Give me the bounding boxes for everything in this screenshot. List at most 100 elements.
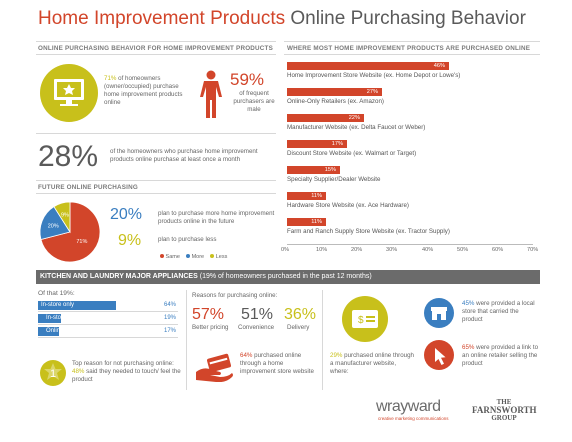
stat1: 71% of homeowners (owner/occupied) purch… xyxy=(104,75,192,107)
farnsworth-line2: FARNSWORTH xyxy=(472,405,537,415)
local-pct: 45% xyxy=(462,300,475,307)
bar-category-label: Online only xyxy=(46,328,77,334)
where-bar-chart: Home Improvement Store Website (ex. Home… xyxy=(281,58,539,268)
divider xyxy=(284,54,540,55)
row-rule xyxy=(38,324,178,325)
top-reason-text: said they needed to touch/ feel the prod… xyxy=(72,368,181,383)
pie-slice-label: 20% xyxy=(48,223,59,229)
wrayward-tagline: creative marketing communications xyxy=(378,416,449,421)
page-title: Home Improvement Products Online Purchas… xyxy=(38,8,526,30)
reason-3-pct: 36% xyxy=(284,306,317,323)
bar-category-label: Farm and Ranch Supply Store Website (ex.… xyxy=(287,228,450,235)
bar xyxy=(38,314,61,323)
reason-2-pct: 51% xyxy=(241,306,274,323)
row-rule xyxy=(38,311,178,312)
bar-value-label: 17% xyxy=(331,141,343,147)
bar-category-label: Online-Only Retailers (ex. Amazon) xyxy=(287,98,384,105)
stat1-pct: 71% xyxy=(104,75,117,82)
reason-2-label: Convenience xyxy=(238,324,275,331)
stat1-text: of homeowners (owner/occupied) purchase … xyxy=(104,75,183,106)
future-more-text: plan to purchase more home improvement p… xyxy=(158,210,275,225)
bar: 17% xyxy=(287,140,347,148)
title-part1: Home Improvement Products xyxy=(38,8,286,29)
of-that-label: Of that 19%: xyxy=(38,290,75,298)
divider xyxy=(322,290,323,390)
dollar-card-icon: $ xyxy=(342,296,388,342)
top-reason-pct: 48% xyxy=(72,368,85,375)
local-text: were provided a local store that carried… xyxy=(462,300,535,323)
local-store-icon xyxy=(424,298,454,328)
x-tick-label: 0% xyxy=(281,247,290,253)
mfr-text: purchased online through a manufacturer … xyxy=(330,352,414,375)
link-text: were provided a link to an online retail… xyxy=(462,344,539,367)
kitchen-band: KITCHEN AND LAUNDRY MAJOR APPLIANCES (19… xyxy=(36,270,540,284)
bar-value-label: 27% xyxy=(366,89,378,95)
bar-value-label: 46% xyxy=(433,63,445,69)
bar-value-label: 15% xyxy=(324,167,336,173)
wrayward-logo-text: wrayward xyxy=(376,398,441,415)
pie-slice-less xyxy=(53,201,71,234)
top-reason-label: Top reason for not purchasing online: xyxy=(72,360,174,367)
where-heading: WHERE MOST HOME IMPROVEMENT PRODUCTS ARE… xyxy=(287,45,531,52)
link-pct: 65% xyxy=(462,344,475,351)
store-stat: 64% purchased online through a home impr… xyxy=(240,352,318,376)
pie-legend-row: Same More Less xyxy=(160,254,270,262)
row-rule xyxy=(38,337,178,338)
bar-category-label: Specialty Supplier/Dealer Website xyxy=(287,176,381,183)
number-one-badge-icon: 1 xyxy=(40,360,66,386)
x-tick-label: 70% xyxy=(527,247,539,253)
svg-text:1: 1 xyxy=(50,368,56,380)
bar: 11% xyxy=(287,192,326,200)
local-stat: 45% were provided a local store that car… xyxy=(462,300,540,324)
bar-category-label: Hardware Store Website (ex. Ace Hardware… xyxy=(287,202,409,209)
divider xyxy=(36,180,276,181)
farnsworth-logo: THE FARNSWORTH GROUP xyxy=(472,398,537,422)
stat3-text: of the homeowners who purchase home impr… xyxy=(110,148,258,163)
x-tick-label: 40% xyxy=(422,247,434,253)
kitchen-band-light: (19% of homeowners purchased in the past… xyxy=(199,273,372,280)
future-heading: FUTURE ONLINE PURCHASING xyxy=(38,184,138,191)
hand-card-icon xyxy=(194,352,234,383)
svg-text:$: $ xyxy=(358,315,364,326)
bar: 27% xyxy=(287,88,382,96)
kitchen-band-bold: KITCHEN AND LAUNDRY MAJOR APPLIANCES xyxy=(40,273,198,280)
bar-value-label: 17% xyxy=(163,328,176,334)
x-tick-label: 30% xyxy=(386,247,398,253)
bar: 22% xyxy=(287,114,364,122)
pie-slice-more xyxy=(39,206,71,240)
bar-category-label: In-store and online xyxy=(46,315,96,321)
bar-category-label: Discount Store Website (ex. Walmart or T… xyxy=(287,150,417,157)
bar-category-label: Home Improvement Store Website (ex. Home… xyxy=(287,72,461,79)
stat3-pct: 28% xyxy=(38,140,99,173)
male-person-icon xyxy=(196,70,226,120)
bar: 15% xyxy=(287,166,340,174)
x-tick-label: 10% xyxy=(316,247,328,253)
bar-value-label: 11% xyxy=(311,193,322,199)
stat2-text: of frequent purchasers are male xyxy=(233,90,275,113)
reason-1-label: Better pricing xyxy=(192,324,229,331)
x-axis xyxy=(287,244,533,245)
store-text: purchased online through a home improvem… xyxy=(240,352,314,375)
farnsworth-line3: GROUP xyxy=(491,414,517,422)
bar-value-label: 19% xyxy=(163,315,176,321)
cursor-click-icon xyxy=(424,340,454,370)
title-part2: Online Purchasing Behavior xyxy=(290,8,526,29)
wrayward-logo: wrayward xyxy=(376,398,441,416)
divider xyxy=(36,54,276,55)
pie-slice-label: 9% xyxy=(61,213,69,219)
pie-legend xyxy=(42,256,102,264)
legend-same: Same xyxy=(165,254,180,260)
divider xyxy=(36,133,276,134)
computer-icon xyxy=(40,64,98,122)
reasons-heading: Reasons for purchasing online: xyxy=(192,292,278,299)
of-that-bar-chart: In-store only 64% In-store and online 19% On… xyxy=(38,301,180,341)
legend-less: Less xyxy=(215,254,228,260)
link-stat: 65% were provided a link to an online re… xyxy=(462,344,540,368)
bar: 46% xyxy=(287,62,449,70)
bar-value-label: 11% xyxy=(311,219,322,225)
bar xyxy=(38,301,116,310)
bar-value-label: 22% xyxy=(348,115,360,121)
reason-1-pct: 57% xyxy=(192,306,225,323)
mfr-pct: 29% xyxy=(330,352,343,359)
bar: 11% xyxy=(287,218,326,226)
